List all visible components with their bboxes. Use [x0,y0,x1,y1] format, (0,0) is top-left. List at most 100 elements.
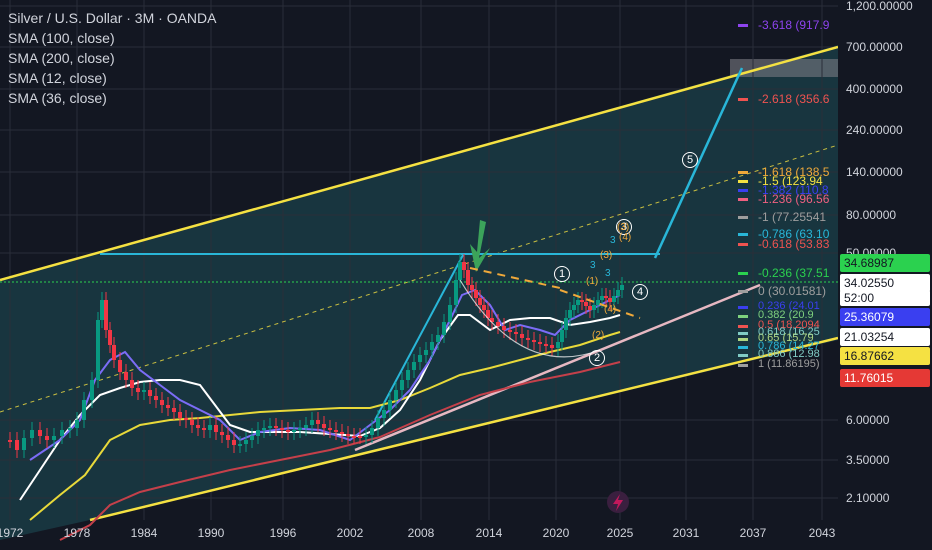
candle[interactable] [136,388,140,392]
candle[interactable] [208,425,212,430]
candle[interactable] [226,435,230,440]
candle[interactable] [364,435,368,437]
candle[interactable] [310,420,314,425]
candle[interactable] [436,335,440,342]
candle[interactable] [454,280,458,305]
candle[interactable] [334,430,338,432]
candle[interactable] [442,322,446,335]
candle[interactable] [568,310,572,318]
sub-wave-label[interactable]: (2) [592,330,605,341]
candle[interactable] [418,355,422,362]
candle[interactable] [550,345,554,348]
candle[interactable] [166,405,170,408]
candle[interactable] [474,290,478,298]
candle[interactable] [406,370,410,380]
candle[interactable] [298,428,302,430]
indicator-sma-200[interactable]: SMA (200, close) [8,50,115,66]
sma-100-line[interactable] [29,331,621,521]
candle[interactable] [466,270,470,285]
sub-wave-label[interactable]: (3) [600,250,613,261]
candle[interactable] [316,420,320,424]
candle[interactable] [130,380,134,388]
candle[interactable] [232,440,236,445]
candle[interactable] [268,426,272,428]
candle[interactable] [508,330,512,332]
candle[interactable] [608,298,612,302]
candle[interactable] [346,434,350,436]
candle[interactable] [104,300,108,330]
candle[interactable] [502,326,506,330]
candle[interactable] [250,436,254,440]
candle[interactable] [556,342,560,348]
candle[interactable] [490,318,494,322]
candle[interactable] [190,420,194,425]
wave-label-3[interactable]: 3 [616,219,632,235]
candle[interactable] [470,285,474,290]
candle[interactable] [560,330,564,342]
candle[interactable] [382,410,386,418]
trend-support-line[interactable] [354,283,761,452]
candle[interactable] [112,345,116,360]
candle[interactable] [38,430,42,436]
candle[interactable] [478,298,482,305]
candle[interactable] [482,305,486,310]
candle[interactable] [262,428,266,430]
candle[interactable] [358,436,362,438]
candle[interactable] [616,290,620,296]
sub-wave-label[interactable]: (4) [619,232,632,243]
candle[interactable] [75,420,79,428]
candle[interactable] [448,305,452,322]
candle[interactable] [196,425,200,428]
candle[interactable] [576,300,580,305]
candle[interactable] [160,400,164,405]
candle[interactable] [244,440,248,444]
candle[interactable] [496,322,500,326]
candle[interactable] [564,318,568,330]
sub-wave-label[interactable]: (4) [604,304,617,315]
sub-wave-label[interactable]: (3) [617,222,630,233]
candle[interactable] [178,412,182,418]
candle[interactable] [280,428,284,430]
candle[interactable] [376,418,380,428]
candle[interactable] [45,436,49,440]
candle[interactable] [538,342,542,344]
candle[interactable] [458,262,462,280]
candle[interactable] [400,380,404,390]
candle[interactable] [394,390,398,400]
candle[interactable] [604,296,608,298]
wave-label-1[interactable]: 1 [554,266,570,282]
sub-wave-label[interactable]: (1) [586,276,599,287]
candle[interactable] [274,426,278,428]
candle[interactable] [100,300,104,320]
candle[interactable] [30,430,34,438]
candle[interactable] [486,310,490,318]
candle[interactable] [108,330,112,345]
candle[interactable] [286,430,290,432]
candles[interactable] [8,254,624,458]
candle[interactable] [526,338,530,340]
candle[interactable] [124,372,128,380]
candle[interactable] [22,438,26,450]
candle[interactable] [68,428,72,430]
candle[interactable] [584,302,588,306]
candle[interactable] [322,424,326,428]
candle[interactable] [96,320,100,380]
candle[interactable] [142,390,146,392]
candle[interactable] [544,344,548,346]
candle[interactable] [148,390,152,396]
candle[interactable] [592,305,596,310]
candle[interactable] [572,305,576,310]
candle[interactable] [600,296,604,300]
wave-label-5[interactable]: 5 [682,152,698,168]
indicator-sma-12[interactable]: SMA (12, close) [8,70,107,86]
candle[interactable] [184,418,188,420]
channel-lower-line[interactable] [89,336,838,522]
wave-label-4[interactable]: 4 [632,284,648,300]
indicator-sma-36[interactable]: SMA (36, close) [8,90,107,106]
candle[interactable] [292,430,296,432]
candle[interactable] [462,262,466,270]
candle[interactable] [202,428,206,430]
candle[interactable] [520,334,524,338]
candle[interactable] [430,342,434,350]
wave-label-2[interactable]: 2 [589,350,605,366]
